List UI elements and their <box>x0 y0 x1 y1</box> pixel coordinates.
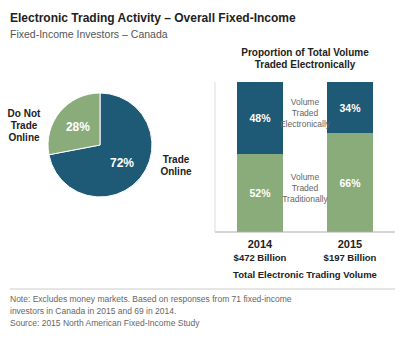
bar-value-label: 34% <box>339 102 361 114</box>
divider <box>10 289 395 290</box>
category-label: 2015 <box>338 238 362 250</box>
pie-value-label: 72% <box>110 156 134 170</box>
bar-value-label: 48% <box>249 112 271 124</box>
bar-title: Proportion of Total VolumeTraded Electro… <box>241 47 369 70</box>
pie <box>48 93 152 197</box>
bars <box>237 82 373 232</box>
title: Electronic Trading Activity – Overall Fi… <box>10 11 296 25</box>
x-axis-line <box>215 232 395 233</box>
bar-segment <box>237 154 283 232</box>
pie-slice <box>48 93 100 155</box>
volume-label: $197 Billion <box>324 252 377 263</box>
bar-segment <box>327 82 373 133</box>
series-label: VolumeTradedElectronically <box>280 97 331 129</box>
pie-slice <box>49 93 152 197</box>
bar-value-label: 52% <box>249 187 271 199</box>
chart-svg: Electronic Trading Activity – Overall Fi… <box>0 0 405 343</box>
subtitle: Fixed-Income Investors – Canada <box>10 28 168 40</box>
pie-category-label: TradeOnline <box>160 153 192 176</box>
bar-segment <box>327 133 373 232</box>
note: Note: Excludes money markets. Based on r… <box>10 294 292 328</box>
bar-segment <box>237 82 283 154</box>
pie-value-label: 28% <box>66 120 90 134</box>
volume-label: $472 Billion <box>234 252 287 263</box>
x-axis-label: Total Electronic Trading Volume <box>233 269 377 280</box>
category-label: 2014 <box>248 238 273 250</box>
chart-root: Electronic Trading Activity – Overall Fi… <box>0 0 405 343</box>
series-label: VolumeTradedTraditionally <box>282 172 328 204</box>
bar-value-label: 66% <box>339 177 361 189</box>
bar-labels: 52% 66% 48% 34% <box>249 102 361 200</box>
pie-category-label: Do NotTradeOnline <box>8 108 41 143</box>
y-axis-line <box>215 82 216 232</box>
